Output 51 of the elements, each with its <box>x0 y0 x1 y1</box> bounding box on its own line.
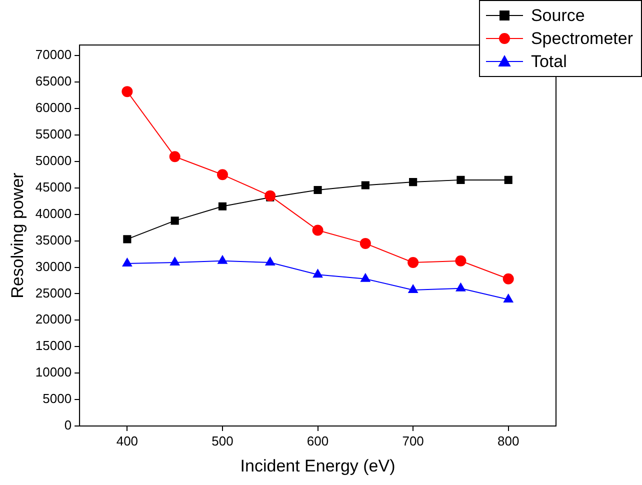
legend-label: Spectrometer <box>530 28 633 48</box>
point <box>408 284 418 294</box>
point <box>218 202 227 210</box>
y-tick-label: 30000 <box>35 258 72 274</box>
y-tick-label: 70000 <box>35 47 72 62</box>
x-tick-label: 800 <box>498 433 520 448</box>
legend-label: Source <box>530 6 585 26</box>
y-tick-label: 55000 <box>35 126 72 142</box>
point <box>265 256 275 266</box>
point <box>360 273 370 282</box>
y-axis-title: Resolving power <box>8 172 27 298</box>
point <box>312 269 323 278</box>
y-tick-label: 40000 <box>35 206 72 221</box>
legend-label: Total <box>530 52 567 72</box>
y-tick-label: 65000 <box>35 74 72 89</box>
point <box>314 186 322 194</box>
point <box>170 256 180 266</box>
x-tick-label: 700 <box>402 433 424 448</box>
y-tick-label: 45000 <box>35 179 72 194</box>
x-axis-title: Incident Energy (eV) <box>240 456 396 476</box>
point <box>360 238 371 249</box>
y-tick-label: 50000 <box>35 152 72 168</box>
point <box>218 255 228 264</box>
y-tick-label: 15000 <box>35 338 72 354</box>
point <box>361 181 370 190</box>
point <box>264 190 276 202</box>
y-tick-label: 35000 <box>35 232 72 248</box>
y-tick-label: 10000 <box>35 364 72 380</box>
point <box>169 151 180 162</box>
point <box>504 176 512 184</box>
x-tick-label: 600 <box>306 433 329 448</box>
point <box>216 169 228 180</box>
point <box>408 256 419 268</box>
point <box>502 273 514 284</box>
point <box>504 294 514 303</box>
y-tick-label: 25000 <box>35 285 72 300</box>
x-tick-label: 500 <box>212 433 234 448</box>
point <box>409 178 418 186</box>
x-tick-label: 400 <box>116 433 138 448</box>
point <box>455 255 466 266</box>
point <box>456 282 466 292</box>
y-tick-label: 60000 <box>35 100 72 116</box>
point <box>122 258 132 267</box>
point <box>123 235 132 244</box>
y-tick-label: 20000 <box>35 312 72 327</box>
point <box>170 216 179 225</box>
point <box>312 224 324 236</box>
point <box>122 86 133 98</box>
point <box>456 176 465 184</box>
y-tick-label: 0 <box>64 418 72 433</box>
y-tick-label: 5000 <box>42 391 72 406</box>
